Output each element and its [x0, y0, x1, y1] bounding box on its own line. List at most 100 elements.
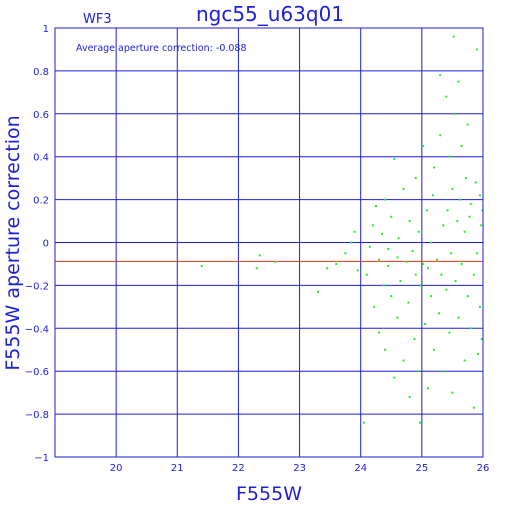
data-point	[463, 230, 466, 233]
data-point	[356, 269, 359, 272]
data-point	[478, 305, 481, 308]
data-point	[414, 177, 417, 180]
y-tick-label: 0.6	[33, 110, 49, 121]
data-point	[430, 295, 433, 298]
y-tick-labels: 1 0.8 0.6 0.4 0.2 0 −0.2 −0.4 −0.6 −0.8 −1	[25, 24, 49, 464]
data-point	[393, 157, 396, 160]
data-point	[396, 256, 399, 259]
data-point	[431, 194, 434, 197]
data-point	[397, 237, 400, 240]
data-point	[417, 230, 420, 233]
y-tick-label: 0.4	[33, 153, 49, 164]
data-point	[450, 252, 453, 255]
data-point	[407, 301, 410, 304]
data-point	[408, 395, 411, 398]
data-point	[200, 265, 203, 268]
data-point	[378, 331, 381, 334]
data-point	[445, 95, 448, 98]
data-point	[445, 288, 448, 291]
x-tick-labels: 20 21 22 23 24 25 26	[110, 463, 490, 474]
data-point	[475, 48, 478, 51]
x-tick-label: 21	[171, 463, 184, 474]
y-tick-label: 0	[43, 239, 49, 250]
data-point	[437, 312, 440, 315]
x-tick-label: 23	[293, 463, 306, 474]
data-point	[440, 273, 443, 276]
data-point	[362, 421, 365, 424]
data-point	[466, 295, 469, 298]
y-tick-label: 0.2	[33, 196, 49, 207]
data-point	[375, 205, 377, 208]
data-point	[457, 80, 460, 83]
data-point	[463, 359, 466, 362]
data-point	[456, 220, 459, 223]
data-point	[368, 245, 371, 248]
y-tick-label: −0.6	[25, 367, 49, 378]
y-tick-label: 0.8	[33, 67, 49, 78]
data-point	[442, 224, 445, 227]
data-point	[454, 280, 457, 283]
data-point	[426, 267, 429, 270]
x-tick-label: 22	[232, 463, 245, 474]
data-point	[387, 265, 390, 268]
data-point	[469, 327, 472, 330]
data-point	[480, 338, 483, 341]
data-point	[442, 370, 445, 373]
data-point	[402, 359, 405, 362]
data-point	[475, 252, 478, 255]
data-point	[430, 241, 433, 244]
data-point	[478, 194, 481, 197]
chart-title: ngc55_u63q01	[196, 2, 344, 26]
data-point	[439, 134, 442, 137]
data-point	[384, 348, 387, 351]
data-point	[316, 290, 319, 293]
data-point	[365, 273, 368, 276]
data-point	[384, 198, 387, 201]
data-point	[423, 323, 426, 326]
data-point	[468, 215, 471, 218]
data-point	[466, 123, 469, 126]
data-point	[258, 254, 261, 257]
plot-frame	[54, 27, 484, 458]
data-point	[396, 316, 399, 319]
data-point	[413, 338, 416, 341]
grid-lines	[55, 27, 484, 458]
y-tick-label: −1	[34, 453, 49, 464]
data-point	[381, 232, 384, 235]
data-point	[378, 258, 381, 261]
x-tick-label: 24	[354, 463, 367, 474]
data-point	[390, 295, 393, 298]
data-point	[472, 406, 475, 409]
data-point	[480, 224, 483, 227]
average-annotation: Average aperture correction: -0.088	[76, 43, 247, 54]
data-point	[464, 177, 467, 180]
data-point	[422, 144, 425, 147]
data-point	[411, 250, 414, 253]
data-point	[451, 187, 454, 190]
y-axis-label: F555W aperture correction	[2, 115, 24, 370]
x-axis-label: F555W	[236, 483, 302, 505]
data-point	[353, 230, 356, 233]
data-point	[452, 35, 455, 38]
data-point	[408, 220, 411, 223]
data-point	[436, 258, 439, 261]
data-point	[425, 209, 428, 212]
data-point	[433, 166, 436, 169]
x-tick-label: 20	[110, 463, 123, 474]
data-point	[414, 273, 417, 276]
y-tick-label: −0.4	[25, 324, 49, 335]
scatter-points	[200, 35, 484, 424]
data-point	[371, 224, 374, 227]
data-point	[419, 421, 422, 424]
data-point	[457, 316, 460, 319]
data-point	[373, 305, 376, 308]
data-point	[448, 155, 451, 158]
data-point	[451, 391, 454, 394]
data-point	[387, 247, 390, 250]
data-point	[446, 209, 449, 212]
data-point	[419, 284, 422, 287]
data-point	[469, 202, 472, 205]
data-point	[433, 348, 436, 351]
data-point	[405, 260, 408, 263]
